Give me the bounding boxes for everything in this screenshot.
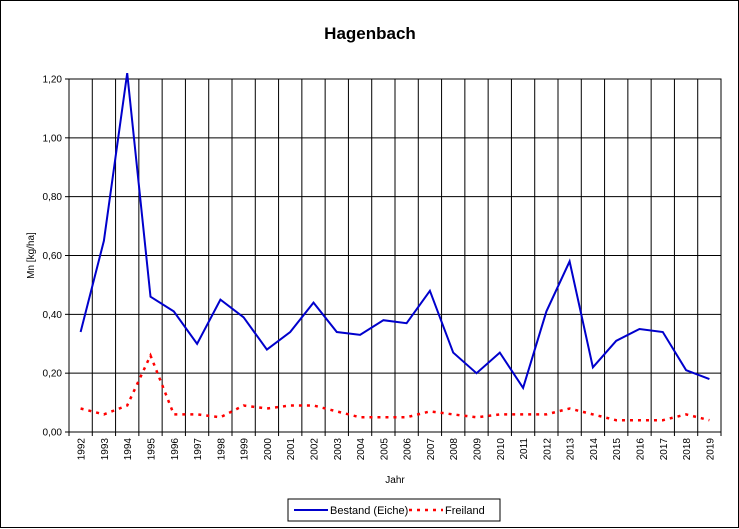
x-tick-label: 2014 <box>589 438 600 461</box>
x-tick-label: 2005 <box>379 438 390 461</box>
x-tick-label: 1997 <box>193 438 204 461</box>
x-tick-label: 1998 <box>216 438 227 461</box>
y-axis-ticks: 0,00 0,20 0,40 0,60 0,80 1,00 1,20 <box>43 75 69 439</box>
x-tick-label: 1996 <box>170 438 181 461</box>
y-tick-label: 0,60 <box>43 251 63 262</box>
x-axis-label: Jahr <box>385 475 405 486</box>
x-axis-ticks: 1992 1993 1994 1995 1996 1997 1998 1999 2000 2001… <box>68 432 722 461</box>
grid-lines <box>68 78 722 433</box>
x-tick-label: 2003 <box>333 438 344 461</box>
x-tick-label: 2004 <box>356 438 367 461</box>
x-tick-label: 2018 <box>682 438 693 461</box>
x-tick-label: 2002 <box>310 438 321 461</box>
x-tick-label: 1993 <box>100 438 111 461</box>
x-tick-label: 2009 <box>473 438 484 461</box>
x-tick-label: 1999 <box>240 438 251 461</box>
x-tick-label: 1995 <box>147 438 158 461</box>
x-tick-label: 2007 <box>426 438 437 461</box>
legend-box <box>287 498 501 522</box>
y-tick-label: 1,20 <box>43 75 63 86</box>
x-tick-label: 2008 <box>449 438 460 461</box>
x-tick-label: 1994 <box>123 438 134 461</box>
y-tick-label: 0,80 <box>43 192 63 203</box>
series-group <box>79 72 710 422</box>
y-tick-label: 1,00 <box>43 133 63 144</box>
x-tick-label: 2000 <box>263 438 274 461</box>
legend: Bestand (Eiche) Freiland <box>287 498 501 522</box>
x-tick-label: 2019 <box>705 438 716 461</box>
x-tick-label: 2013 <box>566 438 577 461</box>
legend-label: Bestand (Eiche) <box>330 505 408 517</box>
series-line-bestand <box>79 72 710 391</box>
y-axis-label: Mn [kg/ha] <box>26 232 37 279</box>
x-tick-label: 2015 <box>612 438 623 461</box>
series-line-freiland <box>80 352 710 422</box>
x-tick-label: 2017 <box>659 438 670 461</box>
x-tick-label: 2011 <box>519 438 530 460</box>
x-tick-label: 1992 <box>77 438 88 461</box>
y-tick-label: 0,20 <box>43 369 63 380</box>
x-tick-label: 2010 <box>496 438 507 461</box>
y-tick-label: 0,40 <box>43 310 63 321</box>
chart-title: Hagenbach <box>324 24 416 43</box>
x-tick-label: 2016 <box>636 438 647 461</box>
legend-label: Freiland <box>445 505 485 517</box>
x-tick-label: 2001 <box>286 438 297 461</box>
x-tick-label: 2012 <box>542 438 553 461</box>
y-tick-label: 0,00 <box>43 428 63 439</box>
x-tick-label: 2006 <box>403 438 414 461</box>
